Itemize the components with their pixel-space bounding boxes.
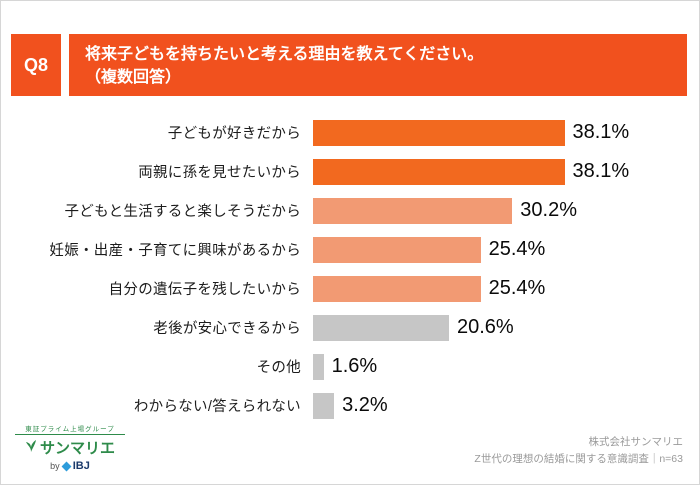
- question-title-bar: 将来子どもを持ちたいと考える理由を教えてください。 （複数回答）: [69, 34, 687, 96]
- question-title-line2: （複数回答）: [85, 69, 182, 87]
- logo-main: サンマリエ: [15, 437, 125, 458]
- leaf-icon: [25, 439, 37, 457]
- value-label: 25.4%: [488, 277, 546, 299]
- value-label: 25.4%: [488, 238, 546, 260]
- category-label: 老後が安心できるから: [153, 321, 301, 337]
- sunmarie-logo: 東証プライム上場グループ サンマリエ by IBJ: [15, 423, 125, 472]
- bar-area: 1.6%: [313, 353, 687, 380]
- value-label: 38.1%: [572, 121, 630, 143]
- bar: [313, 275, 481, 302]
- logo-name: サンマリエ: [39, 440, 115, 457]
- chart-row: 老後が安心できるから 20.6%: [13, 308, 687, 347]
- bar: [313, 236, 481, 263]
- chart-row: 自分の遺伝子を残したいから 25.4%: [13, 269, 687, 308]
- value-label: 30.2%: [520, 199, 578, 221]
- category-label: 子どもと生活すると楽しそうだから: [64, 204, 301, 220]
- logo-tagline: 東証プライム上場グループ: [15, 423, 125, 435]
- bar-area: 25.4%: [313, 275, 687, 302]
- chart-row: その他 1.6%: [13, 347, 687, 386]
- source-company: 株式会社サンマリエ: [588, 436, 684, 449]
- bar: [313, 158, 565, 185]
- category-label: 自分の遺伝子を残したいから: [108, 282, 301, 298]
- bar-chart: 子どもが好きだから 38.1% 両親に孫を見せたいから 38.1% 子どもと生活…: [13, 113, 687, 425]
- category-label: 妊娠・出産・子育てに興味があるから: [49, 243, 301, 259]
- ibj-brand: IBJ: [72, 460, 90, 472]
- chart-row: 子どもが好きだから 38.1%: [13, 113, 687, 152]
- chart-row: 両親に孫を見せたいから 38.1%: [13, 152, 687, 191]
- chart-row: わからない/答えられない 3.2%: [13, 386, 687, 425]
- value-label: 1.6%: [331, 355, 378, 377]
- bar-area: 38.1%: [313, 119, 687, 146]
- chart-row: 子どもと生活すると楽しそうだから 30.2%: [13, 191, 687, 230]
- bar-area: 25.4%: [313, 236, 687, 263]
- value-label: 38.1%: [572, 160, 630, 182]
- value-label: 3.2%: [342, 394, 388, 416]
- bar: [313, 197, 513, 224]
- bar: [313, 392, 335, 419]
- logo-by-line: by IBJ: [15, 460, 125, 472]
- question-number-badge: Q8: [11, 34, 61, 96]
- category-label: 子どもが好きだから: [167, 126, 301, 142]
- category-label: 両親に孫を見せたいから: [138, 165, 301, 181]
- ibj-diamond-icon: [61, 461, 72, 471]
- bar-area: 3.2%: [313, 392, 687, 419]
- source-survey: Z世代の理想の結婚に関する意識調査｜n=63: [474, 453, 683, 466]
- question-title-line1: 将来子どもを持ちたいと考える理由を教えてください。: [85, 46, 484, 63]
- chart-row: 妊娠・出産・子育てに興味があるから 25.4%: [13, 230, 687, 269]
- bar-area: 38.1%: [313, 158, 687, 185]
- bar: [313, 353, 324, 380]
- logo-by-text: by: [50, 461, 60, 471]
- category-label: わからない/答えられない: [133, 399, 301, 415]
- category-label: その他: [256, 360, 301, 376]
- bar: [313, 119, 565, 146]
- value-label: 20.6%: [457, 316, 514, 338]
- bar: [313, 314, 449, 341]
- bar-area: 30.2%: [313, 197, 687, 224]
- bar-area: 20.6%: [313, 314, 687, 341]
- source-note: 株式会社サンマリエ Z世代の理想の結婚に関する意識調査｜n=63: [474, 434, 683, 468]
- question-header-row: Q8 将来子どもを持ちたいと考える理由を教えてください。 （複数回答）: [11, 34, 687, 96]
